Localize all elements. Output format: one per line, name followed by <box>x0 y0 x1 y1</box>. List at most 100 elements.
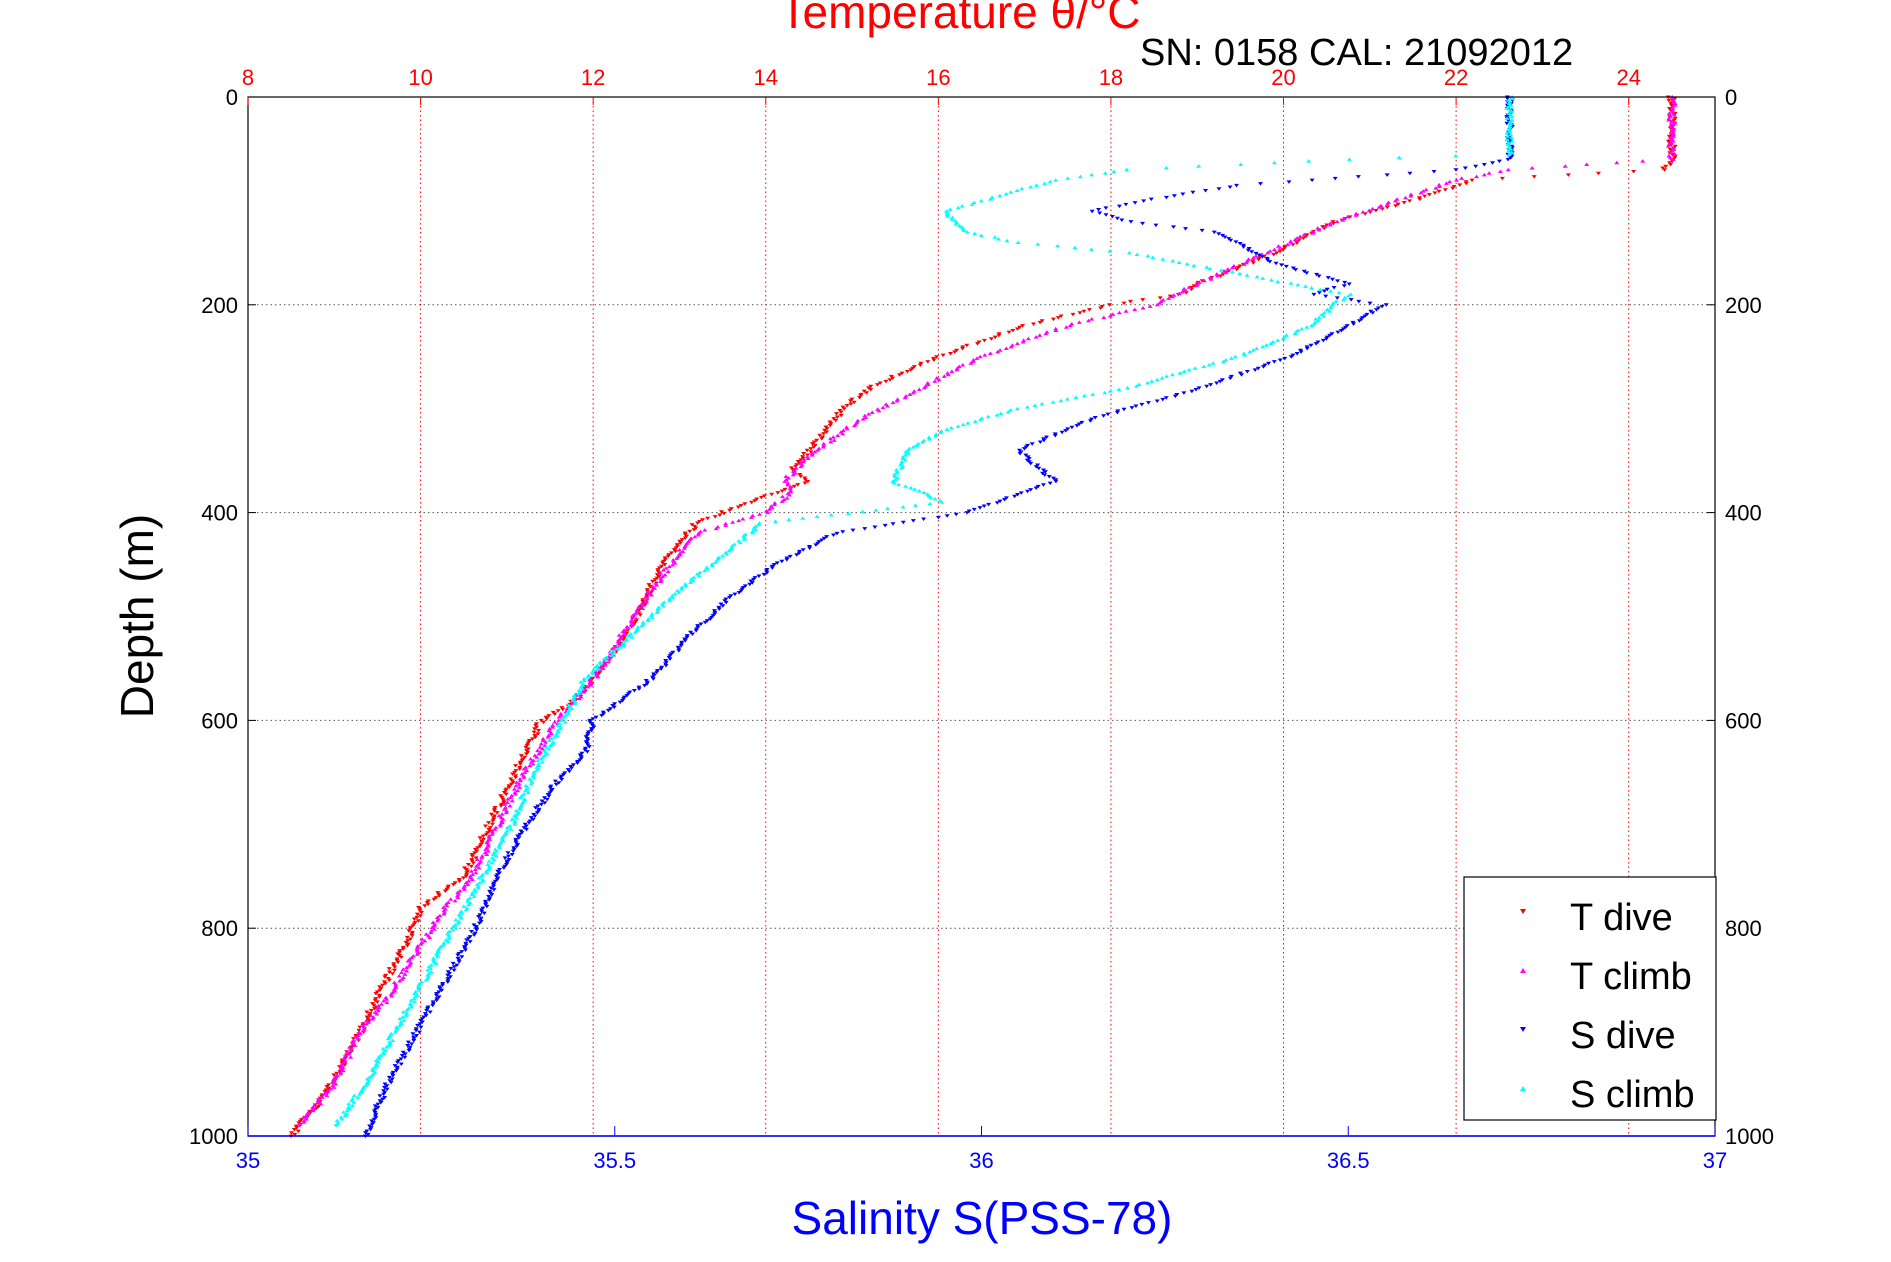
data-point <box>974 356 980 360</box>
data-point <box>1283 264 1289 269</box>
data-point <box>405 959 411 963</box>
data-point <box>841 407 847 411</box>
data-point <box>960 347 966 351</box>
data-point <box>346 1051 352 1056</box>
data-point <box>1329 277 1335 282</box>
data-point <box>1017 452 1023 456</box>
data-point <box>1136 382 1142 387</box>
data-point <box>434 953 440 957</box>
data-point <box>1163 195 1169 200</box>
data-point <box>1462 166 1468 170</box>
depth-tick-label: 800 <box>201 916 238 941</box>
data-point <box>423 978 429 982</box>
data-point <box>987 351 993 355</box>
data-point <box>658 667 664 671</box>
data-point <box>1079 420 1085 425</box>
data-point <box>802 478 808 482</box>
data-point <box>1469 178 1475 183</box>
data-point <box>681 546 687 550</box>
data-point <box>1418 190 1424 195</box>
data-point <box>698 622 704 626</box>
data-point <box>1260 365 1266 369</box>
data-point <box>555 723 561 727</box>
data-point <box>518 795 524 799</box>
data-point <box>662 572 668 577</box>
data-point <box>1171 194 1177 198</box>
data-point <box>1133 384 1139 388</box>
data-point <box>817 433 823 438</box>
data-point <box>1392 198 1398 203</box>
data-point <box>552 779 558 784</box>
data-point <box>629 623 635 627</box>
data-point <box>559 777 565 782</box>
data-point <box>353 1035 359 1039</box>
data-point <box>724 552 730 556</box>
data-point <box>965 421 971 425</box>
data-point <box>935 515 941 520</box>
data-point <box>1255 366 1261 371</box>
data-point <box>997 193 1003 198</box>
data-point <box>1014 188 1020 193</box>
data-point <box>404 965 410 970</box>
data-point <box>450 927 456 932</box>
data-point <box>820 444 826 449</box>
data-point <box>572 701 578 706</box>
data-point <box>954 367 960 372</box>
data-point <box>411 996 417 1001</box>
data-point <box>723 523 729 527</box>
data-point <box>1227 185 1233 190</box>
data-point <box>678 644 684 648</box>
data-point <box>1101 315 1107 320</box>
data-point <box>374 1012 380 1016</box>
data-point <box>415 943 421 948</box>
data-point <box>521 766 527 771</box>
data-point <box>428 966 434 970</box>
data-point <box>1090 392 1096 396</box>
data-point <box>892 481 898 485</box>
data-point <box>624 624 630 629</box>
data-point <box>955 424 961 428</box>
data-point <box>556 730 562 734</box>
data-point <box>552 720 558 724</box>
data-point <box>550 725 556 729</box>
data-point <box>629 618 635 622</box>
data-point <box>1292 331 1298 336</box>
data-point <box>477 880 483 885</box>
data-point <box>1670 104 1676 109</box>
data-point <box>373 1058 379 1063</box>
data-point <box>483 847 489 851</box>
data-point <box>844 404 850 408</box>
data-point <box>921 385 927 390</box>
y-axis-label: Depth (m) <box>111 514 163 718</box>
data-point <box>1508 103 1514 107</box>
data-point <box>750 529 756 533</box>
data-point <box>779 489 785 494</box>
data-point <box>1037 320 1043 325</box>
data-point <box>772 519 778 523</box>
series-s-climb <box>333 95 1515 1128</box>
data-point <box>339 1116 345 1121</box>
data-point <box>895 476 901 480</box>
data-point <box>484 870 490 875</box>
data-point <box>430 956 436 960</box>
data-point <box>801 451 807 456</box>
data-point <box>505 854 511 859</box>
grid-lines <box>248 97 1715 1136</box>
data-point <box>730 520 736 524</box>
data-point <box>331 1077 337 1081</box>
data-point <box>517 778 523 783</box>
data-point <box>1087 419 1093 423</box>
data-point <box>1320 338 1326 343</box>
data-point <box>534 755 540 759</box>
data-point <box>769 505 775 510</box>
data-point <box>310 1106 316 1111</box>
data-point <box>655 607 661 611</box>
data-point <box>1507 124 1513 129</box>
data-point <box>1376 205 1382 209</box>
data-point <box>454 963 460 968</box>
data-point <box>643 599 649 604</box>
data-point <box>540 736 546 741</box>
data-point <box>1268 278 1274 282</box>
data-point <box>908 368 914 372</box>
data-point <box>546 794 552 799</box>
